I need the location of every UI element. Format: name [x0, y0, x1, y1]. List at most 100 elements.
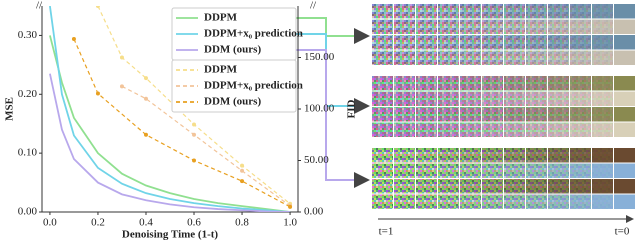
sample-content: [460, 91, 481, 106]
series-point: [192, 132, 197, 137]
sample-content: [460, 19, 481, 34]
sample-content: [460, 148, 481, 163]
sample-content: [482, 179, 503, 194]
sample-content: [614, 148, 635, 163]
sample-content: [416, 35, 437, 50]
sample-tile: [394, 4, 415, 19]
sample-content: [438, 35, 459, 50]
sample-content: [438, 4, 459, 19]
sample-content: [394, 51, 415, 66]
sample-content: [438, 148, 459, 163]
sample-content: [526, 50, 547, 65]
legend-label: DDPM: [204, 12, 238, 24]
sample-tile: [438, 91, 459, 106]
sample-content: [548, 4, 569, 19]
plot: // // 0.00 0.10 0.20 0.30 0.00 50.00 100.00 150.0…: [4, 0, 358, 240]
sample-content: [548, 76, 569, 91]
sample-tile: [394, 179, 415, 194]
sample-tile: [504, 179, 525, 194]
sample-tile: [504, 76, 525, 91]
sample-tile: [460, 179, 481, 194]
sample-tile: [438, 76, 459, 91]
sample-content: [482, 194, 503, 209]
y2-tick-label: 150.00: [304, 51, 335, 63]
sample-content: [614, 194, 635, 209]
sample-content: [460, 35, 481, 50]
x-tick-label: 0.6: [187, 217, 201, 229]
x-tick-label: 0.8: [235, 217, 249, 229]
sample-content: [394, 148, 415, 163]
sample-content: [504, 148, 525, 163]
sample-tile: [438, 148, 459, 163]
sample-tile: [394, 91, 415, 106]
sample-tile: [372, 50, 393, 65]
sample-tile: [504, 194, 525, 209]
sample-tile: [482, 50, 503, 65]
sample-content: [592, 107, 613, 122]
sample-content: [416, 4, 437, 19]
sample-content: [460, 194, 481, 209]
sample-tile: [526, 122, 547, 137]
sample-content: [394, 92, 415, 107]
axis-break: //: [310, 0, 317, 12]
sample-content: [570, 4, 591, 19]
sample-content: [614, 35, 635, 50]
sample-content: [394, 164, 415, 179]
sample-content: [504, 122, 525, 137]
sample-tile: [372, 19, 393, 34]
sample-tile: [460, 4, 481, 19]
sample-content: [548, 194, 569, 209]
sample-content: [438, 91, 459, 106]
sample-tile: [438, 122, 459, 137]
series-line: [97, 6, 291, 205]
sample-content: [570, 91, 591, 106]
series-point: [143, 96, 148, 101]
sample-content: [570, 19, 591, 34]
sample-content: [394, 179, 415, 194]
sample-content: [438, 19, 459, 34]
sample-tile: [482, 179, 503, 194]
y-tick-label: 0.20: [18, 88, 38, 100]
sample-tile: [416, 4, 437, 19]
sample-content: [526, 76, 547, 91]
sample-content: [548, 122, 569, 137]
sample-tile: [460, 76, 481, 91]
sample-tile: [438, 50, 459, 65]
sample-content: [548, 19, 569, 34]
sample-tile: [482, 148, 503, 163]
sample-content: [394, 195, 415, 210]
sample-tile: [526, 35, 547, 50]
sample-tile: [460, 122, 481, 137]
sample-tile: [394, 194, 415, 209]
x-tick-label: 0.0: [43, 217, 57, 229]
sample-content: [592, 179, 613, 194]
series-line: [73, 38, 291, 208]
y2-tick-label: 100.00: [304, 103, 335, 115]
y-tick-label: 0.00: [18, 206, 38, 218]
legend-label: DDM (ours): [204, 96, 261, 108]
sample-tile: [372, 35, 393, 50]
sample-content: [614, 50, 635, 65]
sample-tile: [504, 107, 525, 122]
sample-content: [570, 122, 591, 137]
sample-tile: [416, 19, 437, 34]
sample-content: [504, 163, 525, 178]
series-point: [95, 91, 100, 96]
sample-content: [394, 4, 415, 19]
axis-break: //: [36, 0, 43, 12]
y2-axis-label: FID: [346, 99, 358, 118]
sample-tile: [394, 50, 415, 65]
sample-tile: [438, 19, 459, 34]
sample-content: [614, 19, 635, 34]
legend-box: [171, 59, 297, 113]
sample-tile: [416, 91, 437, 106]
sample-content: [416, 76, 437, 91]
sample-content: [570, 148, 591, 163]
sample-tile: [482, 4, 503, 19]
sample-tile: [460, 163, 481, 178]
series-line: [49, 35, 291, 212]
sample-content: [416, 50, 437, 65]
sample-content: [504, 19, 525, 34]
timeline-end: t=0: [615, 226, 630, 238]
